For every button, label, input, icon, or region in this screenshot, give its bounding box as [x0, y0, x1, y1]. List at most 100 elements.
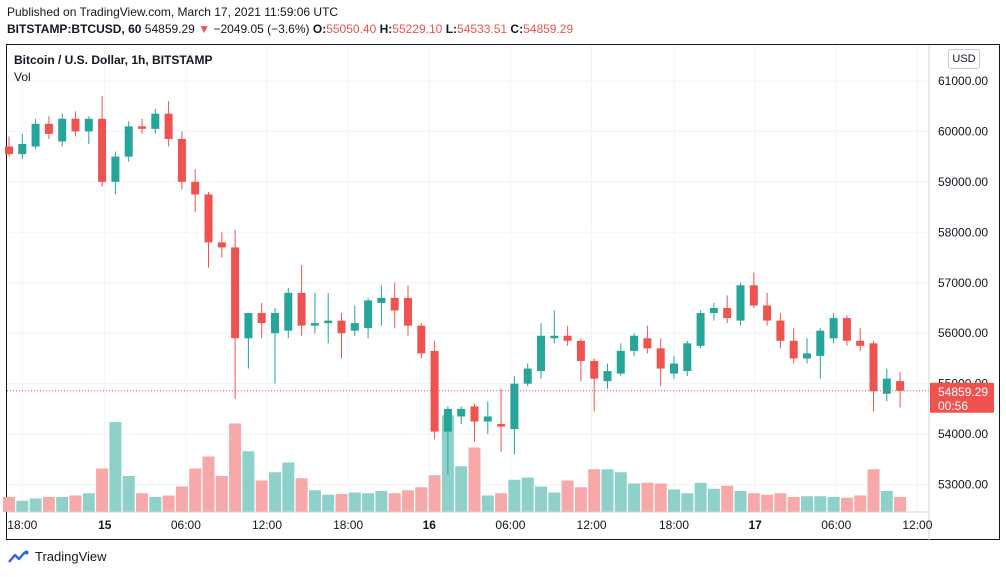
volume-bar — [894, 497, 907, 512]
volume-bar — [215, 476, 228, 512]
currency-button[interactable]: USD — [948, 49, 980, 69]
volume-bar — [16, 500, 29, 512]
published-line: Published on TradingView.com, March 17, … — [7, 5, 339, 19]
volume-bar — [56, 497, 69, 512]
volume-bar — [29, 498, 42, 512]
volume-bar — [162, 495, 175, 512]
volume-bar — [308, 490, 321, 512]
candle-body — [18, 143, 27, 155]
brand[interactable]: TradingView — [8, 549, 107, 564]
volume-bar — [468, 447, 481, 512]
candle-body — [71, 118, 80, 132]
candle-body — [803, 353, 811, 359]
close-value: 54859.29 — [523, 22, 574, 36]
brand-name: TradingView — [35, 549, 107, 564]
candle-body — [630, 335, 639, 351]
volume-bar — [415, 487, 428, 512]
volume-bar — [495, 493, 508, 512]
price-tick-label: 53000.00 — [938, 478, 988, 492]
candle-body — [829, 318, 838, 339]
volume-bar — [175, 486, 188, 512]
time-tick-label: 06:00 — [821, 518, 851, 532]
candle-body — [324, 320, 333, 324]
volume-bar — [867, 469, 880, 512]
candle-body — [882, 378, 891, 394]
candle-body — [736, 285, 745, 321]
candle-body — [297, 292, 306, 326]
volume-bar — [574, 487, 587, 512]
volume-bar — [3, 497, 15, 512]
candle-body — [670, 363, 678, 374]
price-axis[interactable]: 53000.0054000.0055000.0056000.0057000.00… — [928, 45, 988, 540]
volume-legend: Vol — [14, 70, 31, 84]
time-tick-label: 15 — [98, 518, 112, 532]
candle-body — [696, 313, 705, 346]
price-tick-label: 60000.00 — [938, 124, 988, 138]
volume-bar — [402, 490, 414, 512]
open-value: 55050.40 — [326, 22, 377, 36]
candle-body — [683, 343, 692, 372]
volume-bar — [481, 495, 494, 512]
close-label: C: — [510, 22, 524, 36]
candle-body — [377, 297, 386, 303]
candle-body — [896, 381, 905, 391]
candle-body — [776, 320, 785, 341]
volume-bar — [774, 493, 787, 512]
volume-bar — [601, 469, 614, 512]
volume-bar — [747, 493, 760, 512]
candle-body — [816, 330, 825, 356]
down-arrow-icon: ▼ — [198, 22, 211, 36]
candle-body — [84, 118, 93, 132]
tradingview-logo-icon — [8, 550, 29, 563]
candle-body — [563, 335, 572, 341]
price-tick-label: 57000.00 — [938, 276, 988, 290]
candle-body — [271, 313, 279, 334]
volume-bar — [189, 468, 202, 512]
candle-body — [430, 350, 439, 432]
volume-bar — [348, 492, 361, 512]
candle-body — [204, 194, 213, 243]
volume-bar — [628, 483, 641, 512]
volume-bar — [122, 476, 135, 512]
volume-bar — [229, 423, 242, 512]
grid — [7, 45, 929, 512]
volume-bar — [734, 491, 747, 512]
volume-bar — [508, 479, 521, 512]
volume-bar — [787, 497, 800, 512]
candle-body — [350, 323, 359, 331]
volume-bar — [654, 483, 667, 512]
candle-body — [310, 323, 319, 326]
candle-body — [789, 340, 798, 359]
volume-bar — [814, 496, 827, 512]
time-tick-label: 18:00 — [333, 518, 363, 532]
chart-frame — [6, 44, 1000, 540]
symbol-line: BITSTAMP:BTCUSD, 60 54859.29 ▼ −2049.05 … — [7, 22, 573, 36]
volume-bar — [375, 491, 388, 512]
candle-body — [390, 297, 399, 311]
candle-body — [842, 318, 851, 341]
volume-bar — [269, 472, 281, 512]
volume-bar — [428, 475, 441, 512]
price-badge-countdown: 00:56 — [938, 399, 968, 413]
candle-body — [550, 335, 559, 339]
volume-bar — [761, 494, 774, 512]
time-tick-label: 17 — [748, 518, 762, 532]
price-tick-label: 56000.00 — [938, 326, 988, 340]
candle-body — [98, 118, 107, 182]
candle-body — [5, 146, 13, 155]
candle-body — [151, 113, 160, 129]
volume-bar — [455, 466, 468, 512]
candle-body — [763, 305, 772, 321]
candle-body — [856, 340, 865, 346]
volume-bar — [42, 497, 55, 512]
volume-bar — [282, 462, 295, 512]
candle-body — [590, 360, 599, 379]
candle-body — [709, 307, 718, 314]
time-axis[interactable]: 18:00 15 06:00 12:00 18:00 16 06:00 12:00 18:00 1… — [7, 511, 933, 532]
candle-body — [443, 408, 452, 432]
volume-bar — [668, 489, 680, 512]
price-badge-box — [930, 382, 994, 413]
high-value: 55229.10 — [392, 22, 443, 36]
